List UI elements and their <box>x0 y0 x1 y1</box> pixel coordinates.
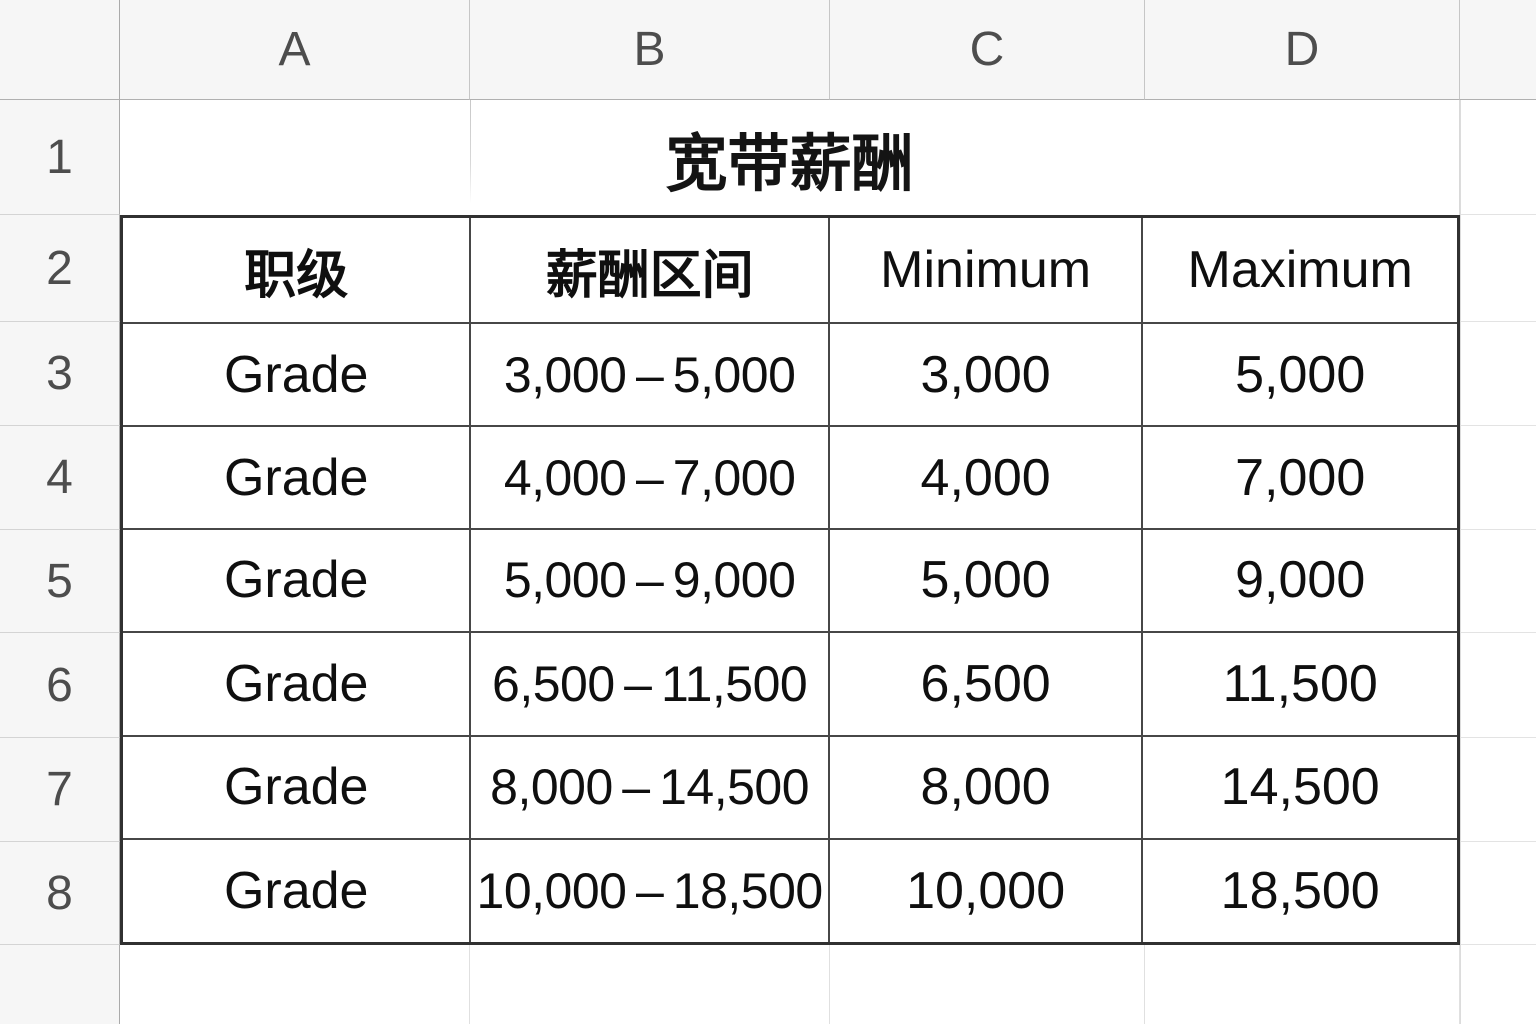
cell-D6[interactable]: 11,500 <box>1143 633 1457 737</box>
cell-B7[interactable]: 8,000 – 14,500 <box>471 736 830 840</box>
cell-D7[interactable]: 14,500 <box>1143 737 1457 840</box>
column-header-c[interactable]: C <box>830 0 1145 100</box>
cell-C5[interactable]: 5,000 <box>829 530 1144 633</box>
row-header-8[interactable]: 8 <box>0 842 120 945</box>
cell-A7[interactable]: Grade <box>123 736 472 840</box>
cell-D3[interactable]: 5,000 <box>1143 324 1457 428</box>
column-header-b[interactable]: B <box>470 0 830 100</box>
cell-A5[interactable]: Grade <box>123 530 472 633</box>
cell-D8[interactable]: 18,500 <box>1220 861 1380 920</box>
cell-E6[interactable] <box>1460 633 1536 738</box>
row-header-4[interactable]: 4 <box>0 426 120 530</box>
column-header-e-partial[interactable] <box>1460 0 1536 100</box>
cell-B4[interactable]: 4,000 – 7,000 <box>471 427 830 531</box>
row-header-9-partial[interactable] <box>0 945 120 1024</box>
cell-E3[interactable] <box>1460 322 1536 426</box>
cell-E8[interactable] <box>1460 842 1536 945</box>
cell-E5[interactable] <box>1460 530 1536 633</box>
cell-A4[interactable]: Grade <box>123 427 472 531</box>
cell-D4[interactable]: 7,000 <box>1143 427 1457 531</box>
cell-C2[interactable]: Minimum <box>829 218 1144 325</box>
row-header-2[interactable]: 2 <box>0 215 120 322</box>
cell-B5[interactable]: 5,000 – 9,000 <box>471 530 830 633</box>
cell-D5[interactable]: 9,000 <box>1143 530 1457 633</box>
row-header-5[interactable]: 5 <box>0 530 120 633</box>
row-header-3[interactable]: 3 <box>0 322 120 426</box>
cell-A2[interactable]: 职级 <box>123 218 472 325</box>
cell-C4[interactable]: 4,000 <box>829 427 1144 531</box>
cell-C7[interactable]: 8,000 <box>829 736 1144 840</box>
cell-B8[interactable]: 10,000 – 18,500 <box>471 839 830 942</box>
cell-C3[interactable]: 3,000 <box>829 324 1144 428</box>
cell-E7[interactable] <box>1460 738 1536 842</box>
cell-C9-partial[interactable] <box>830 945 1145 1024</box>
row-header-6[interactable]: 6 <box>0 633 120 738</box>
cell-D9-partial[interactable] <box>1145 945 1460 1024</box>
cell-B9-partial[interactable] <box>470 945 830 1024</box>
select-all-corner[interactable] <box>0 0 120 100</box>
row-header-1[interactable]: 1 <box>0 100 120 215</box>
cell-E1[interactable] <box>1460 100 1536 215</box>
cell-A9-partial[interactable] <box>120 945 470 1024</box>
column-header-a[interactable]: A <box>120 0 470 100</box>
cell-C6[interactable]: 6,500 <box>829 632 1144 737</box>
cell-B2[interactable]: 薪酬区间 <box>471 218 830 325</box>
cell-A8[interactable]: Grade <box>123 839 472 942</box>
sheet-title: 宽带薪酬 <box>665 129 914 199</box>
cell-E4[interactable] <box>1460 426 1536 530</box>
row-header-7[interactable]: 7 <box>0 738 120 842</box>
title-cell[interactable]: 宽带薪酬 <box>120 100 1460 215</box>
cell-B6[interactable]: 6,500 – 11,500 <box>471 632 830 737</box>
cell-E9-partial[interactable] <box>1460 945 1536 1024</box>
faint-gridline <box>470 100 471 215</box>
column-header-d[interactable]: D <box>1145 0 1460 100</box>
cell-D2[interactable]: Maximum <box>1143 218 1457 325</box>
salary-band-table: 职级 薪酬区间 Minimum Maximum Grade 3,000 – 5,… <box>120 215 1460 945</box>
cell-E2[interactable] <box>1460 215 1536 322</box>
cell-A6[interactable]: Grade <box>123 632 472 737</box>
cell-B3[interactable]: 3,000 – 5,000 <box>471 324 830 428</box>
cell-A3[interactable]: Grade <box>123 324 472 428</box>
cell-C8[interactable]: 10,000 <box>830 839 1144 942</box>
